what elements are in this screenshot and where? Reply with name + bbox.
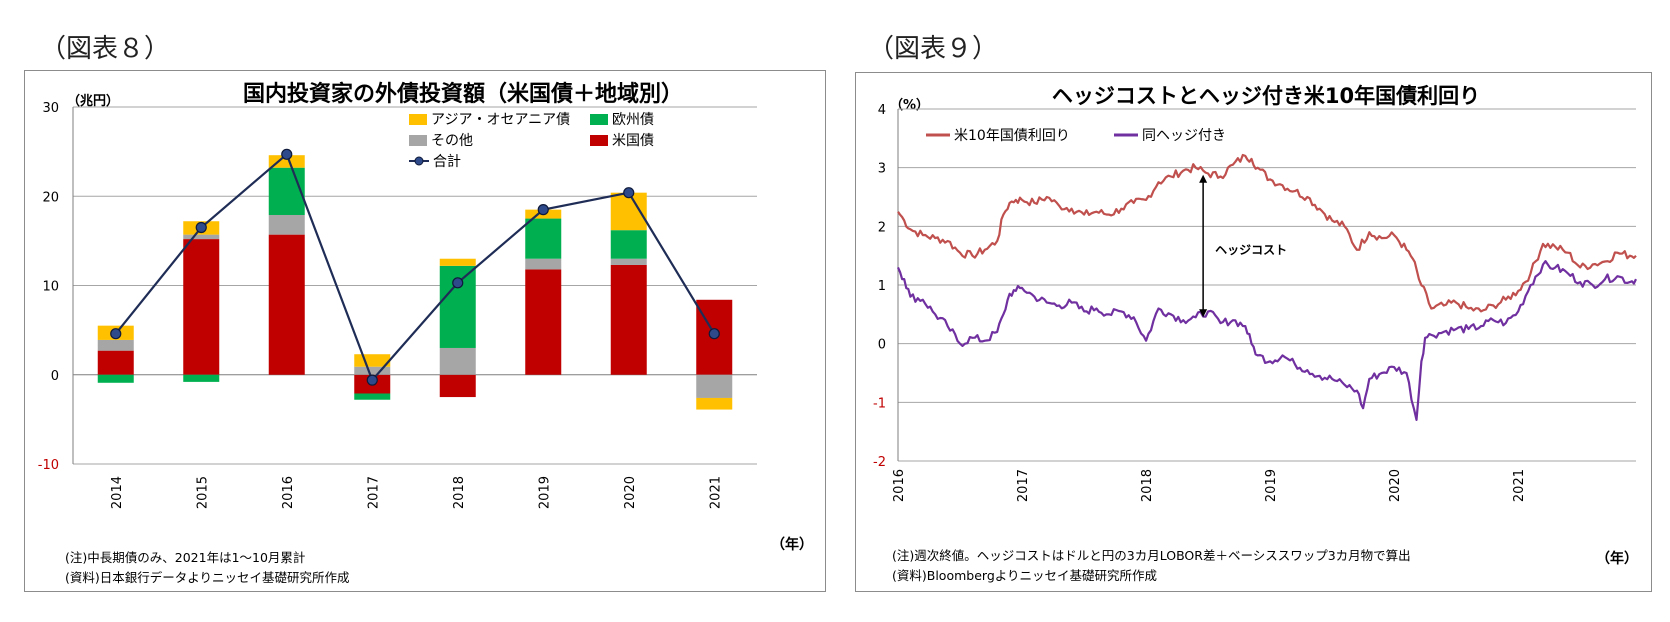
hedge-cost-arrowhead-bottom — [1199, 309, 1208, 318]
legend-label: 米10年国債利回り — [954, 128, 1070, 144]
figure9-label: （図表９） — [868, 34, 999, 64]
x-tick-label: 2019 — [537, 476, 552, 509]
x-tick-label: 2018 — [1140, 469, 1155, 502]
total-point-2019 — [537, 204, 549, 216]
x-tick-label: 2015 — [195, 476, 210, 509]
total-line — [114, 152, 716, 383]
x-tick-label: 2019 — [1264, 469, 1279, 502]
bar-2021 — [696, 374, 733, 398]
total-point-2020 — [623, 187, 635, 199]
bar-2016 — [268, 234, 305, 375]
legend-swatch — [409, 135, 427, 146]
total-point-2014 — [110, 328, 122, 340]
bar-2016 — [268, 214, 305, 235]
legend-label: その他 — [431, 133, 473, 149]
y-tick-label: -10 — [38, 458, 59, 473]
bar-2019 — [525, 218, 562, 259]
x-tick-label: 2020 — [1388, 469, 1403, 502]
y-tick-label: 0 — [878, 338, 886, 353]
legend-label: 欧州債 — [612, 112, 654, 128]
y-tick-label: 3 — [878, 162, 886, 177]
x-tick-label: 2020 — [623, 476, 638, 509]
bar-2017 — [354, 393, 391, 400]
legend-label: 合計 — [433, 154, 461, 170]
line-chart: ヘッジコストとヘッジ付き米10年国債利回り （%） （年） 43210-1-2 … — [873, 84, 1638, 567]
figure8-source: (資料)日本銀行データよりニッセイ基礎研究所作成 — [65, 570, 350, 585]
x-tick-label: 2017 — [366, 476, 381, 509]
y-tick-label: 2 — [878, 220, 886, 235]
series-line-0 — [897, 153, 1637, 313]
bar-2014 — [97, 350, 134, 375]
bar-2021 — [696, 397, 733, 410]
y-tick-label: 0 — [51, 369, 59, 384]
figure8-note: (注)中長期債のみ、2021年は1～10月累計 — [65, 550, 306, 565]
total-point-2017 — [366, 374, 378, 386]
total-point-2018 — [452, 277, 464, 289]
bar-2017 — [354, 366, 391, 375]
bar-2016 — [268, 167, 305, 215]
bar-2018 — [439, 347, 476, 375]
figure9-source: (資料)Bloombergよりニッセイ基礎研究所作成 — [892, 568, 1158, 583]
figure8-panel: 国内投資家の外債投資額（米国債＋地域別） （兆円） （年） 30 20 10 0 -10… — [24, 70, 826, 592]
y-tick-label: 10 — [42, 280, 59, 295]
chart1-ylabel: （兆円） — [67, 93, 119, 109]
x-tick-label: 2017 — [1016, 469, 1031, 502]
legend-swatch — [590, 114, 608, 125]
bar-2015 — [183, 239, 220, 375]
total-point-2021 — [708, 328, 720, 340]
y-tick-label: 20 — [42, 190, 59, 205]
bar-2020 — [610, 264, 647, 375]
figure9-panel: ヘッジコストとヘッジ付き米10年国債利回り （%） （年） 4 3 2 1 0 -1 -2 … — [855, 72, 1652, 592]
x-tick-label: 2016 — [281, 476, 296, 509]
bar-2016 — [268, 155, 305, 168]
legend-swatch — [590, 135, 608, 146]
x-tick-label: 2014 — [110, 476, 125, 509]
bar-chart: 国内投資家の外債投資額（米国債＋地域別） （兆円） （年） 30 20 10 0 -10… — [38, 81, 813, 553]
total-point-2016 — [281, 148, 293, 160]
chart1-title: 国内投資家の外債投資額（米国債＋地域別） — [243, 81, 683, 107]
chart1-xlabel: （年） — [771, 536, 813, 553]
y-tick-label: 1 — [878, 279, 886, 294]
bar-2019 — [525, 258, 562, 270]
legend-label: アジア・オセアニア債 — [431, 112, 570, 128]
bar-2018 — [439, 374, 476, 398]
bar-2020 — [610, 230, 647, 259]
x-tick-label: 2018 — [452, 476, 467, 509]
bar-2015 — [183, 374, 220, 382]
total-point-2015 — [195, 221, 207, 234]
bar-2014 — [97, 374, 134, 383]
legend-label: 同ヘッジ付き — [1142, 128, 1226, 144]
bar-2018 — [439, 258, 476, 266]
y-tick-label: -2 — [873, 455, 886, 470]
legend-label: 米国債 — [612, 133, 654, 149]
hedge-cost-annotation: ヘッジコスト — [1215, 243, 1287, 257]
y-tick-label: -1 — [873, 396, 886, 411]
bar-2020 — [610, 258, 647, 265]
x-tick-label: 2021 — [1512, 469, 1527, 502]
series-line-1 — [896, 260, 1637, 421]
figure8-label: （図表８） — [40, 34, 171, 64]
chart2-xlabel: （年） — [1596, 550, 1638, 567]
x-tick-label: 2016 — [892, 469, 907, 502]
legend-total-marker — [414, 156, 424, 166]
hedge-cost-arrowhead-top — [1199, 174, 1208, 183]
chart2-ylabel: （%） — [890, 97, 929, 113]
bar-2014 — [97, 339, 134, 351]
y-tick-label: 4 — [878, 103, 886, 118]
legend-swatch — [409, 114, 427, 125]
bar-2015 — [183, 234, 220, 240]
x-tick-label: 2021 — [708, 476, 723, 509]
bar-2019 — [525, 269, 562, 375]
chart2-title: ヘッジコストとヘッジ付き米10年国債利回り — [1052, 84, 1480, 108]
y-tick-label: 30 — [42, 101, 59, 116]
figure9-note: (注)週次終値。ヘッジコストはドルと円の3カ月LOBOR差＋ベーシススワップ3カ… — [892, 548, 1411, 563]
